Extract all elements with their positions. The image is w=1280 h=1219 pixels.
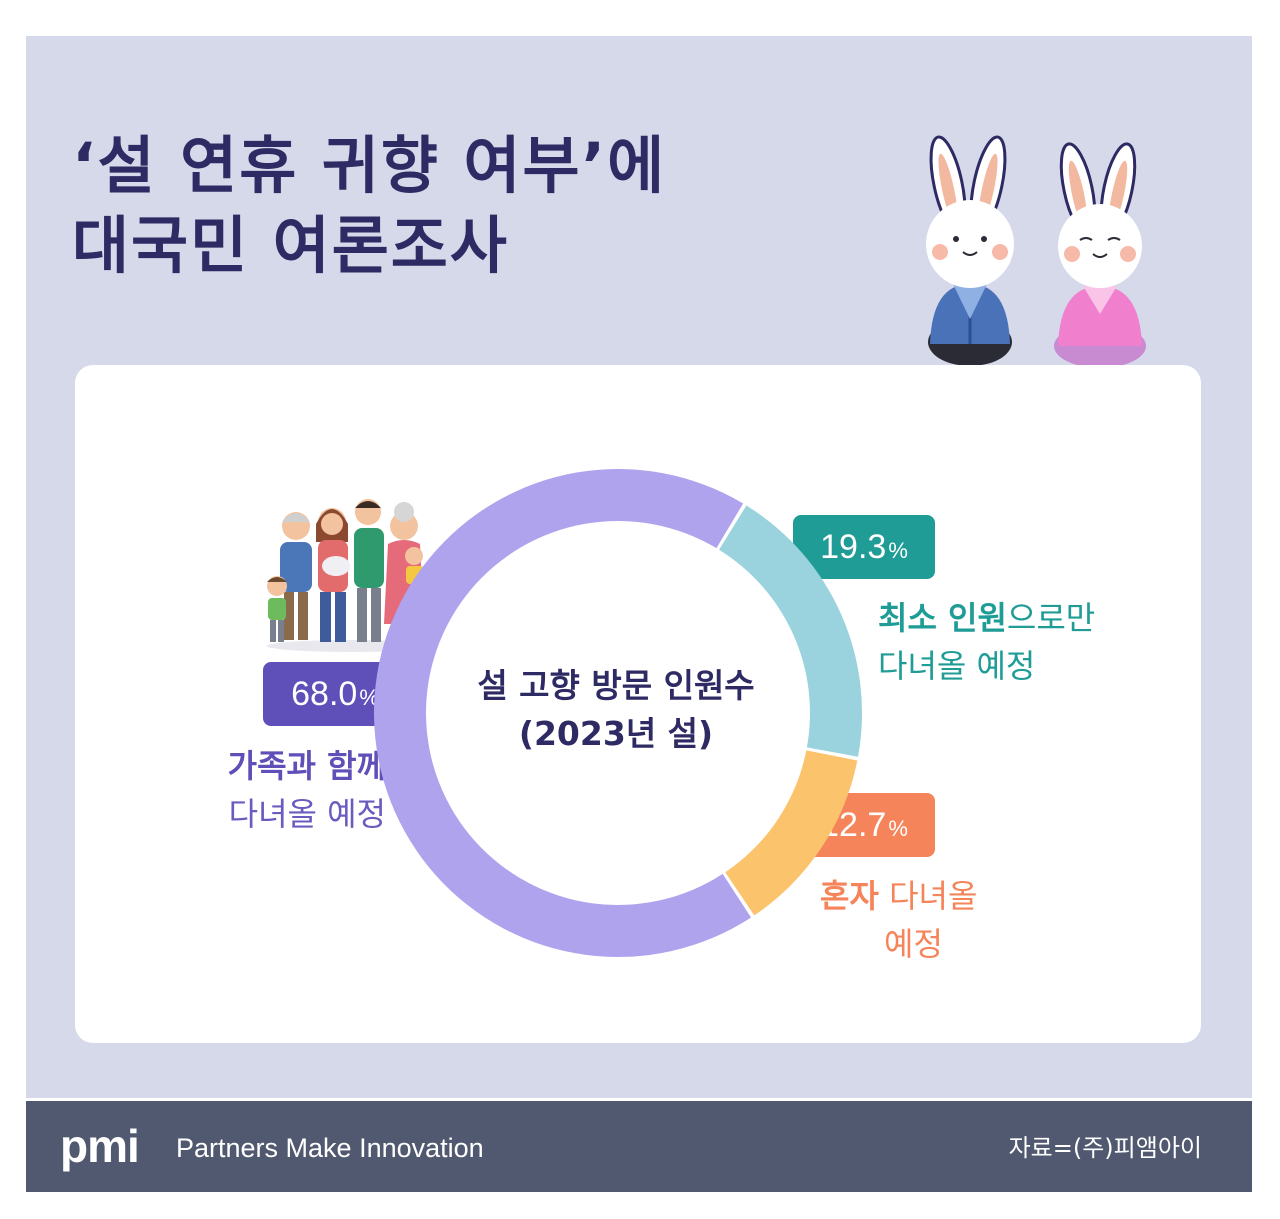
donut-slice-alone [725, 750, 858, 916]
minimum-description-rest1: 으로만 [1006, 599, 1096, 637]
page-title: ‘설 연휴 귀향 여부’에 대국민 여론조사 [72, 126, 666, 286]
family-description-rest: 다녀올 예정 [228, 795, 386, 833]
footer-bar: pmi Partners Make Innovation 자료=(주)피앰아이 [26, 1101, 1252, 1192]
minimum-description-bold: 최소 인원 [878, 599, 1007, 637]
alone-description: 혼자 다녀올 예정 [820, 872, 1040, 968]
alone-description-rest2: 예정 [884, 925, 943, 963]
title-line-2: 대국민 여론조사 [72, 209, 509, 282]
family-description: 가족과 함께 다녀올 예정 [166, 742, 386, 838]
family-percent-value: 68.0 [291, 675, 358, 713]
donut-slice-minimum [719, 505, 862, 757]
minimum-description-rest2: 다녀올 예정 [878, 647, 1036, 685]
minimum-percent-badge: 19.3% [793, 515, 935, 579]
minimum-description: 최소 인원으로만 다녀올 예정 [878, 594, 1178, 690]
footer-tagline: Partners Make Innovation [176, 1133, 484, 1163]
chart-subtitle: (2023년 설) [518, 714, 714, 753]
minimum-percent-value: 19.3 [820, 528, 887, 566]
alone-description-rest1: 다녀올 [889, 877, 978, 915]
chart-center-label: 설 고향 방문 인원수 (2023년 설) [426, 662, 806, 758]
minimum-percent-sign: % [888, 538, 908, 563]
donut-slice-family [374, 468, 752, 957]
alone-description-bold: 혼자 [820, 877, 879, 915]
title-line-1: ‘설 연휴 귀향 여부’에 [72, 129, 667, 202]
rabbit-couple-illustration [926, 135, 1146, 368]
chart-title: 설 고향 방문 인원수 [477, 666, 755, 705]
footer-source: 자료=(주)피앰아이 [1008, 1134, 1202, 1162]
pmi-logo: pmi [60, 1120, 140, 1172]
family-description-bold: 가족과 함께 [227, 747, 386, 785]
family-percent-sign: % [359, 685, 379, 710]
alone-percent-sign: % [888, 816, 908, 841]
